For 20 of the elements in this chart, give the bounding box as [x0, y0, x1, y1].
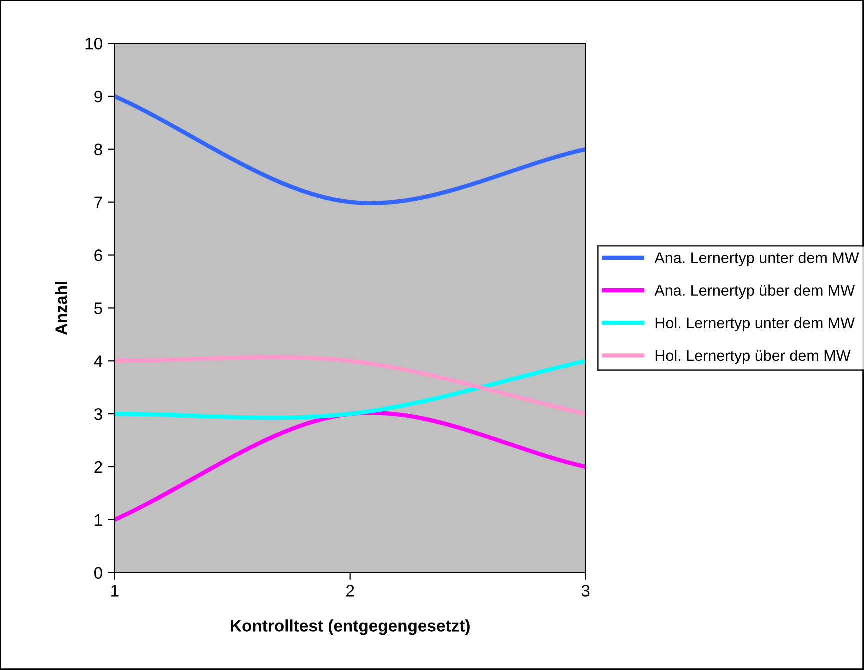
legend-label: Hol. Lernertyp über dem MW — [656, 350, 851, 364]
legend-label: Hol. Lernertyp unter dem MW — [656, 317, 855, 332]
x-tick-label: 2 — [346, 585, 354, 597]
legend-label: Ana. Lernertyp unter dem MW — [654, 252, 860, 266]
y-tick-label: 1 — [95, 514, 102, 526]
x-tick-label: 1 — [112, 585, 119, 597]
y-tick-label: 6 — [94, 250, 102, 262]
y-tick-label: 7 — [94, 196, 102, 208]
x-axis-title: Kontrolltest (entgegengesetzt) — [231, 620, 470, 636]
x-tick-label: 3 — [582, 585, 590, 597]
y-tick-label: 5 — [94, 302, 102, 314]
y-tick-label: 8 — [94, 144, 102, 156]
y-tick-label: 9 — [94, 90, 102, 103]
y-tick-label: 3 — [94, 408, 102, 420]
y-tick-label: 2 — [94, 461, 102, 474]
y-tick-label: 0 — [94, 567, 102, 580]
y-axis-title: Anzahl — [55, 282, 68, 336]
y-tick-label: 4 — [94, 356, 103, 368]
y-tick-label: 10 — [86, 38, 102, 50]
legend-label: Ana. Lernertyp über dem MW — [654, 284, 856, 300]
